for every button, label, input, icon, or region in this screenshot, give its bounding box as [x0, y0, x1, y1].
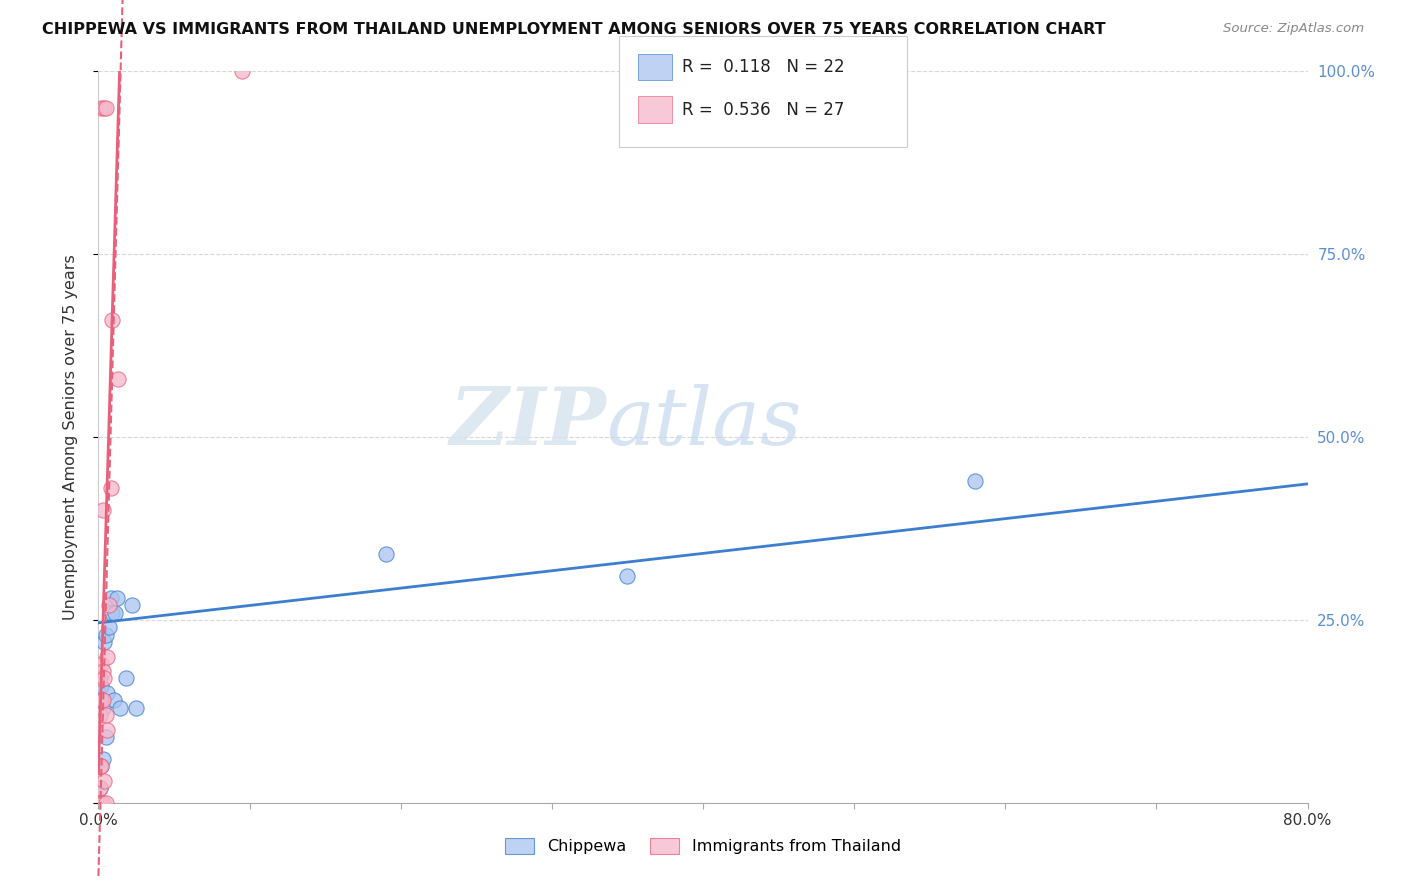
Point: [96, 723, 118, 737]
Point: [100, 481, 122, 495]
Y-axis label: Unemployment Among Seniors over 75 years: Unemployment Among Seniors over 75 years: [63, 254, 77, 620]
Point: [616, 569, 638, 583]
Point: [94, 101, 117, 115]
Point: [121, 599, 143, 613]
Point: [89, 672, 111, 686]
Text: R =  0.536   N = 27: R = 0.536 N = 27: [682, 101, 844, 119]
Point: [94, 627, 117, 641]
Text: CHIPPEWA VS IMMIGRANTS FROM THAILAND UNEMPLOYMENT AMONG SENIORS OVER 75 YEARS CO: CHIPPEWA VS IMMIGRANTS FROM THAILAND UNE…: [42, 22, 1105, 37]
Point: [96, 686, 118, 700]
Point: [90, 679, 112, 693]
Point: [91, 664, 114, 678]
Point: [107, 371, 129, 385]
Point: [90, 759, 112, 773]
Point: [89, 796, 111, 810]
Point: [89, 781, 111, 796]
Text: ZIP: ZIP: [450, 384, 606, 461]
Point: [91, 796, 114, 810]
Point: [91, 693, 114, 707]
Point: [125, 700, 148, 714]
Point: [90, 657, 112, 671]
Point: [93, 773, 115, 788]
Point: [89, 708, 111, 723]
Point: [94, 796, 117, 810]
Point: [108, 700, 131, 714]
Point: [231, 64, 253, 78]
Point: [94, 730, 117, 744]
Point: [90, 796, 112, 810]
Point: [91, 752, 114, 766]
Text: Source: ZipAtlas.com: Source: ZipAtlas.com: [1223, 22, 1364, 36]
Point: [100, 591, 122, 605]
Text: atlas: atlas: [606, 384, 801, 461]
Point: [93, 672, 115, 686]
Point: [101, 313, 124, 327]
Point: [105, 591, 128, 605]
Point: [93, 635, 115, 649]
Point: [104, 606, 127, 620]
Point: [89, 759, 111, 773]
Point: [90, 101, 112, 115]
Point: [93, 101, 115, 115]
Point: [94, 708, 117, 723]
Text: R =  0.118   N = 22: R = 0.118 N = 22: [682, 58, 845, 76]
Point: [98, 599, 121, 613]
Point: [374, 547, 396, 561]
Point: [98, 620, 121, 634]
Point: [90, 693, 112, 707]
Point: [91, 700, 114, 714]
Point: [103, 693, 125, 707]
Point: [90, 759, 112, 773]
Point: [101, 606, 124, 620]
Point: [89, 781, 111, 796]
Point: [91, 503, 114, 517]
Point: [965, 474, 987, 488]
Legend: Chippewa, Immigrants from Thailand: Chippewa, Immigrants from Thailand: [499, 831, 907, 861]
Point: [96, 649, 118, 664]
Point: [114, 672, 136, 686]
